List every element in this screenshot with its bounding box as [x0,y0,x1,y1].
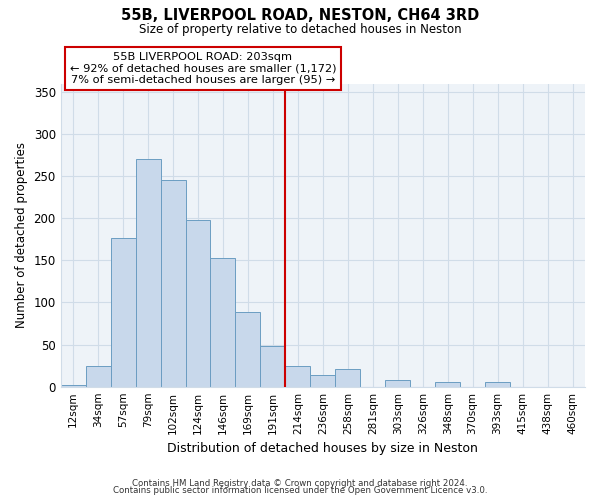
Bar [310,375,335,386]
Text: Size of property relative to detached houses in Neston: Size of property relative to detached ho… [139,22,461,36]
Bar [435,382,460,386]
Bar [335,369,360,386]
X-axis label: Distribution of detached houses by size in Neston: Distribution of detached houses by size … [167,442,478,455]
Bar [260,346,286,387]
Y-axis label: Number of detached properties: Number of detached properties [15,142,28,328]
Bar [235,312,260,386]
Text: Contains HM Land Registry data © Crown copyright and database right 2024.: Contains HM Land Registry data © Crown c… [132,478,468,488]
Bar [161,180,185,386]
Bar [86,366,110,386]
Bar [61,385,86,386]
Bar [110,238,136,386]
Text: 55B LIVERPOOL ROAD: 203sqm
← 92% of detached houses are smaller (1,172)
7% of se: 55B LIVERPOOL ROAD: 203sqm ← 92% of deta… [70,52,336,85]
Bar [136,160,161,386]
Bar [286,366,310,386]
Bar [185,220,211,386]
Bar [211,258,235,386]
Text: Contains public sector information licensed under the Open Government Licence v3: Contains public sector information licen… [113,486,487,495]
Text: 55B, LIVERPOOL ROAD, NESTON, CH64 3RD: 55B, LIVERPOOL ROAD, NESTON, CH64 3RD [121,8,479,22]
Bar [485,382,510,386]
Bar [385,380,410,386]
